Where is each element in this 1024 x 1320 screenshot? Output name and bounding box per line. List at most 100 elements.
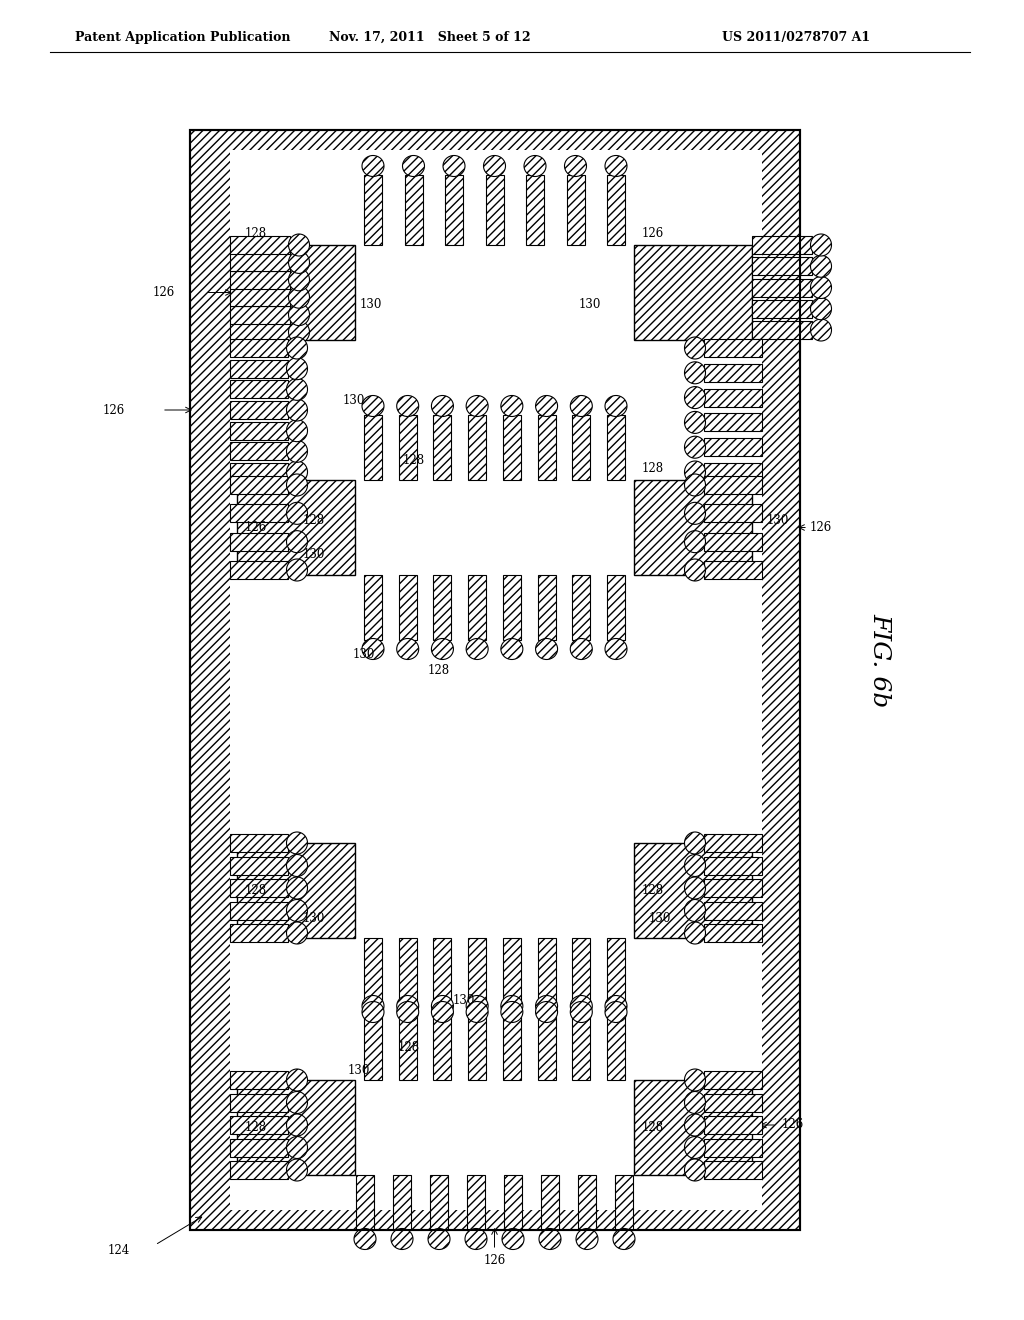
Text: 130: 130 — [348, 1064, 371, 1077]
Bar — [230, 504, 288, 523]
Bar — [230, 561, 288, 579]
Ellipse shape — [396, 639, 419, 660]
Bar — [230, 306, 290, 323]
Ellipse shape — [362, 1002, 384, 1023]
Bar — [230, 1071, 288, 1089]
Text: 128: 128 — [245, 1121, 267, 1134]
Ellipse shape — [287, 474, 307, 496]
Ellipse shape — [287, 1137, 307, 1159]
Ellipse shape — [570, 1002, 592, 1023]
Bar — [607, 414, 625, 480]
Bar — [433, 414, 452, 480]
Text: Patent Application Publication: Patent Application Publication — [75, 30, 291, 44]
Bar — [538, 414, 556, 480]
Ellipse shape — [811, 255, 831, 277]
Bar — [230, 477, 288, 494]
Ellipse shape — [287, 1159, 307, 1181]
Ellipse shape — [287, 1114, 307, 1137]
Bar — [607, 1015, 625, 1080]
Bar — [433, 1015, 452, 1080]
Ellipse shape — [466, 639, 488, 660]
Bar — [538, 1015, 556, 1080]
Bar — [705, 339, 762, 356]
Ellipse shape — [287, 1069, 307, 1092]
Ellipse shape — [396, 995, 419, 1016]
Ellipse shape — [684, 387, 706, 409]
Text: 124: 124 — [108, 1243, 130, 1257]
Ellipse shape — [684, 876, 706, 899]
Bar — [572, 939, 590, 1003]
Bar — [230, 380, 288, 399]
Bar — [607, 176, 625, 246]
Text: 128: 128 — [428, 664, 451, 676]
Text: 128: 128 — [642, 462, 665, 475]
Bar — [752, 236, 812, 253]
Bar — [468, 414, 486, 480]
Bar — [705, 1162, 762, 1179]
Bar — [356, 1175, 374, 1230]
Ellipse shape — [684, 832, 706, 854]
Bar — [541, 1175, 559, 1230]
Ellipse shape — [684, 1137, 706, 1159]
Ellipse shape — [501, 639, 523, 660]
Bar — [230, 339, 288, 356]
Bar — [230, 401, 288, 418]
Bar — [705, 1115, 762, 1134]
Bar — [364, 576, 382, 640]
Ellipse shape — [466, 1002, 488, 1023]
Ellipse shape — [465, 1229, 487, 1250]
Ellipse shape — [575, 1229, 598, 1250]
Ellipse shape — [811, 276, 831, 298]
Ellipse shape — [811, 298, 831, 319]
Ellipse shape — [287, 1092, 307, 1114]
Text: 126: 126 — [642, 227, 665, 240]
Bar — [398, 576, 417, 640]
Ellipse shape — [536, 995, 558, 1016]
Ellipse shape — [287, 337, 307, 359]
Ellipse shape — [287, 379, 307, 400]
Bar — [752, 257, 812, 276]
Ellipse shape — [289, 321, 309, 343]
Bar — [230, 271, 290, 289]
Ellipse shape — [502, 1229, 524, 1250]
Bar — [467, 1175, 485, 1230]
Bar — [607, 939, 625, 1003]
Text: Nov. 17, 2011   Sheet 5 of 12: Nov. 17, 2011 Sheet 5 of 12 — [329, 30, 530, 44]
Ellipse shape — [287, 899, 307, 921]
Bar — [230, 463, 288, 480]
Bar — [230, 288, 290, 306]
Bar — [634, 246, 752, 341]
Text: 130: 130 — [360, 298, 382, 312]
Ellipse shape — [684, 1114, 706, 1137]
Bar — [230, 236, 290, 253]
Bar — [578, 1175, 596, 1230]
Ellipse shape — [501, 995, 523, 1016]
Text: 130: 130 — [453, 994, 475, 1006]
Text: 126: 126 — [245, 521, 267, 535]
Text: 128: 128 — [398, 1041, 420, 1053]
Bar — [752, 321, 812, 339]
Bar — [230, 359, 288, 378]
Ellipse shape — [287, 358, 307, 380]
Ellipse shape — [354, 1229, 376, 1250]
Bar — [230, 323, 290, 341]
Bar — [705, 561, 762, 579]
Bar — [566, 176, 585, 246]
Bar — [433, 576, 452, 640]
Ellipse shape — [431, 639, 454, 660]
Ellipse shape — [684, 436, 706, 458]
Bar — [705, 834, 762, 851]
Ellipse shape — [536, 639, 558, 660]
Bar — [705, 388, 762, 407]
Bar — [398, 1015, 417, 1080]
Bar — [190, 129, 800, 1230]
Bar — [230, 857, 288, 874]
Ellipse shape — [684, 1092, 706, 1114]
Bar — [572, 414, 590, 480]
Bar — [538, 576, 556, 640]
Ellipse shape — [483, 156, 506, 177]
Bar — [237, 843, 355, 939]
Bar — [430, 1175, 449, 1230]
Text: 130: 130 — [343, 393, 366, 407]
Bar — [468, 576, 486, 640]
